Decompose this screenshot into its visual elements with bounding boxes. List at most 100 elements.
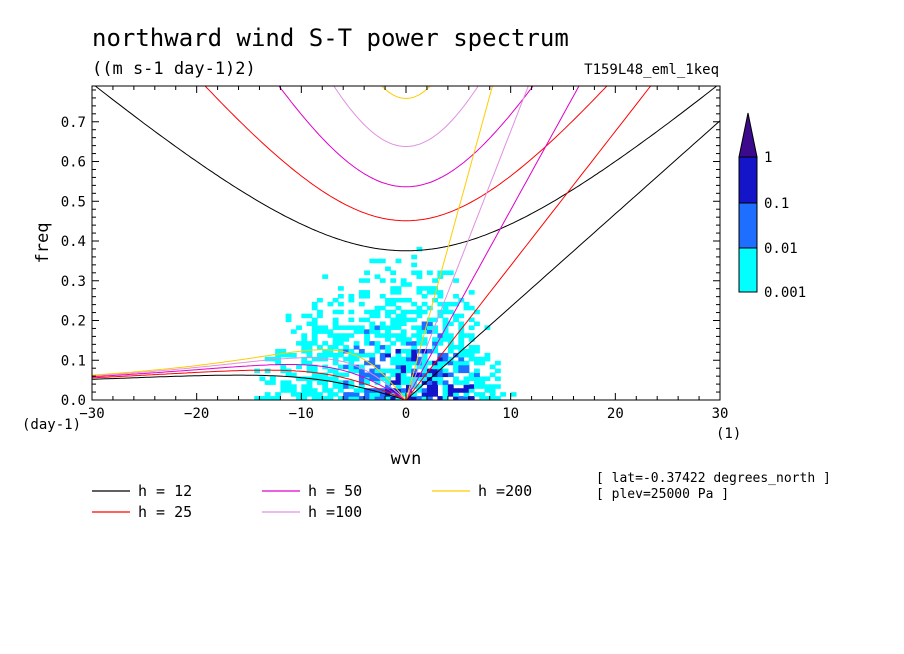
spectrum-cell	[416, 384, 423, 389]
spectrum-cell	[358, 384, 365, 389]
spectrum-cell	[390, 309, 397, 315]
spectrum-cell	[421, 341, 428, 346]
spectrum-cell	[421, 380, 428, 385]
spectrum-cell	[374, 274, 381, 279]
spectrum-cell	[463, 376, 470, 381]
spectrum-cell	[311, 325, 318, 330]
spectrum-cell	[426, 305, 433, 311]
kelvin-curve-0	[405, 120, 720, 400]
colorbar-label: 0.01	[764, 241, 798, 257]
spectrum-cell	[358, 388, 365, 393]
spectrum-cell	[322, 388, 329, 393]
spectrum-cell	[306, 321, 313, 327]
spectrum-cell	[416, 274, 423, 279]
legend-label: h = 50	[308, 482, 362, 500]
spectrum-cell	[306, 360, 313, 366]
spectrum-cell	[343, 356, 350, 362]
spectrum-cell	[406, 384, 412, 389]
spectrum-cell	[322, 352, 329, 358]
spectrum-cell	[311, 321, 318, 327]
spectrum-cell	[301, 376, 308, 381]
spectrum-cell	[301, 356, 308, 362]
spectrum-cell	[317, 297, 323, 303]
spectrum-cell	[463, 301, 470, 307]
spectrum-cell	[379, 258, 386, 264]
spectrum-cell	[447, 392, 454, 397]
spectrum-cell	[437, 368, 444, 374]
spectrum-cell	[327, 396, 334, 400]
spectrum-cell	[426, 321, 433, 327]
spectrum-cell	[453, 388, 459, 393]
spectrum-cell	[395, 352, 402, 358]
spectrum-cell	[395, 290, 402, 295]
spectrum-cell	[426, 270, 433, 275]
spectrum-cell	[479, 384, 486, 389]
spectrum-cell	[301, 341, 308, 346]
spectrum-cell	[306, 392, 313, 397]
spectrum-cell	[421, 352, 428, 358]
spectrum-cell	[432, 286, 438, 291]
spectrum-cell	[426, 392, 433, 397]
spectrum-cell	[474, 309, 480, 315]
spectrum-cell	[379, 305, 386, 311]
spectrum-cell	[484, 388, 491, 393]
spectrum-cell	[337, 294, 344, 299]
spectrum-cell	[306, 313, 313, 319]
spectrum-cell	[353, 392, 360, 397]
spectrum-cell	[317, 392, 323, 397]
legend-label: h =200	[478, 482, 532, 500]
spectrum-cell	[332, 372, 339, 378]
spectrum-cell	[479, 380, 486, 385]
colorbar-label: 0.001	[764, 285, 806, 301]
spectrum-cell	[364, 278, 370, 283]
spectrum-cell	[322, 384, 329, 389]
curve-legend: h = 12 h = 25 h = 50 h =100 h =200	[92, 482, 532, 521]
spectrum-cell	[416, 270, 423, 275]
spectrum-cell	[426, 396, 433, 400]
ig-curve-3	[333, 86, 479, 148]
spectrum-cell	[317, 345, 323, 350]
spectrum-cell	[358, 317, 365, 323]
spectrum-cell	[327, 348, 334, 354]
spectrum-cell	[442, 384, 449, 389]
spectrum-cell	[406, 360, 412, 366]
spectrum-cell	[379, 368, 386, 374]
spectrum-cell	[358, 348, 365, 354]
spectrum-cell	[280, 352, 287, 358]
spectrum-cell	[416, 286, 423, 291]
spectrum-cell	[343, 325, 350, 330]
spectrum-cell	[400, 297, 407, 303]
spectrum-cell	[374, 329, 381, 334]
spectrum-cell	[374, 258, 381, 264]
spectrum-cell	[337, 364, 344, 370]
spectrum-cell	[442, 321, 449, 327]
spectrum-cell	[458, 341, 465, 346]
spectrum-cell	[474, 321, 480, 327]
spectrum-cell	[416, 313, 423, 319]
x-axis-ticks: −30 −20 −10 0 10 20 30	[79, 86, 728, 422]
spectrum-cell	[395, 333, 402, 338]
spectrum-cell	[447, 321, 454, 327]
spectrum-cell	[296, 325, 302, 330]
ig-curve-4	[381, 86, 431, 100]
spectrum-cell	[474, 376, 480, 381]
spectrum-cell	[426, 325, 433, 330]
spectrum-cell	[369, 368, 376, 374]
spectrum-cell	[458, 345, 465, 350]
spectrum-cell	[379, 352, 386, 358]
spectrum-cell	[385, 396, 391, 400]
spectrum-cell	[390, 297, 397, 303]
spectrum-cell	[421, 372, 428, 378]
spectrum-cell	[348, 352, 355, 358]
x-tick-label: −20	[184, 406, 209, 422]
spectrum-cell	[337, 333, 344, 338]
spectrum-cell	[348, 325, 355, 330]
spectrum-cell	[406, 309, 412, 315]
spectrum-cell	[301, 313, 308, 319]
spectrum-cell	[432, 376, 438, 381]
spectrum-cell	[463, 364, 470, 370]
spectrum-cell	[442, 305, 449, 311]
spectrum-cell	[484, 384, 491, 389]
spectrum-cell	[358, 396, 365, 400]
spectrum-cell	[390, 270, 397, 275]
